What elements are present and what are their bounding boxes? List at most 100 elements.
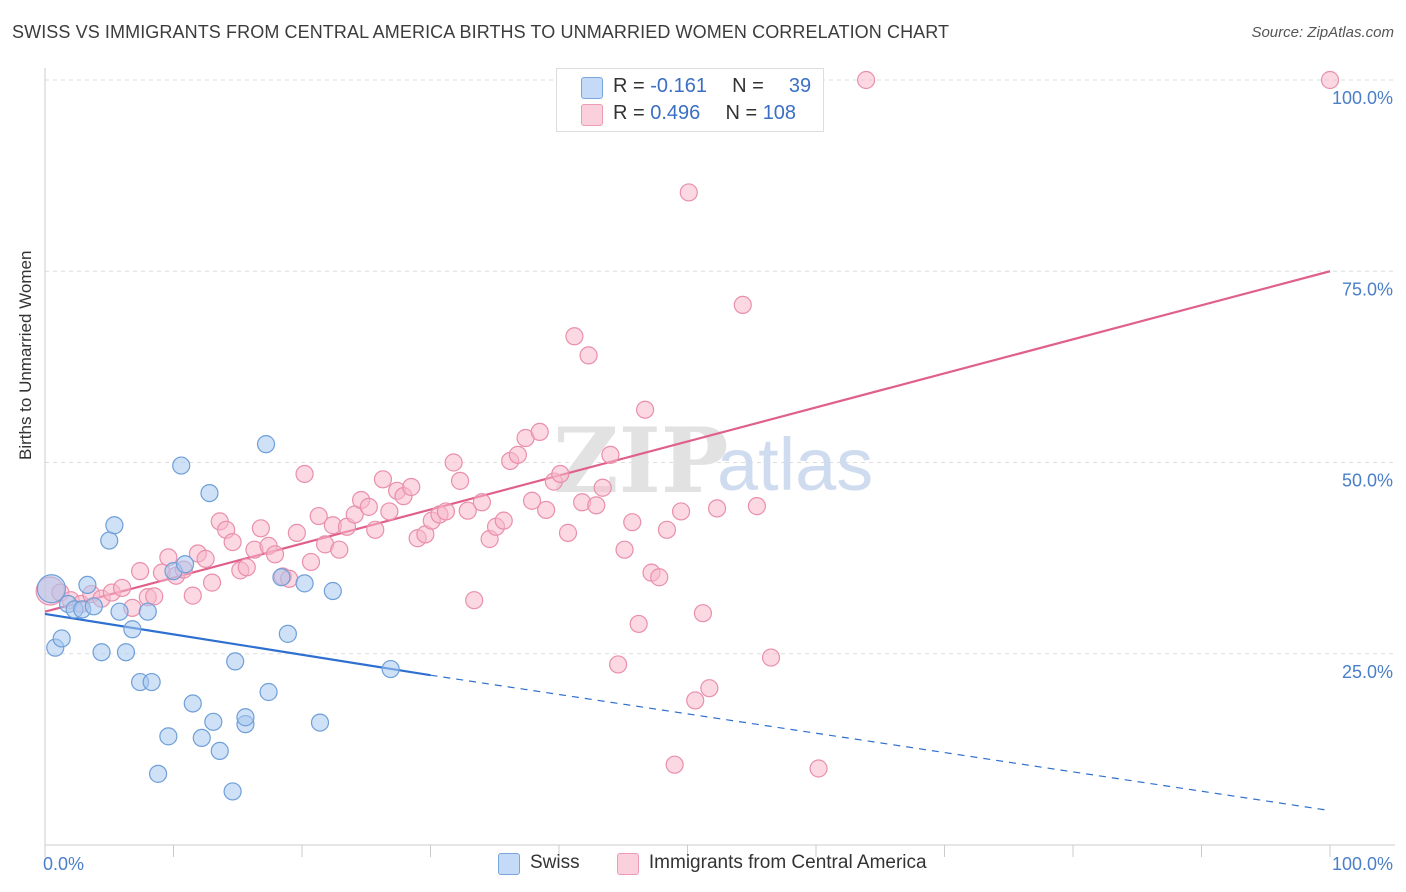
swiss-point xyxy=(381,659,400,679)
immigrants-point xyxy=(465,591,484,610)
tick-labels: 25.0% 50.0% 75.0% 100.0% 0.0% 100.0% xyxy=(43,88,1393,874)
y-tick-label: 75.0% xyxy=(1342,279,1393,299)
swiss-point xyxy=(192,728,211,748)
swiss-point xyxy=(310,713,330,732)
immigrants-point xyxy=(761,648,781,667)
immigrants-point xyxy=(671,502,691,521)
x-tick-label: 0.0% xyxy=(43,854,84,874)
y-axis-label: Births to Unmarried Women xyxy=(16,250,35,460)
swiss-point xyxy=(100,531,119,550)
immigrants-point xyxy=(130,562,150,581)
swiss-point xyxy=(105,516,124,535)
immigrants-point xyxy=(237,558,256,577)
swiss-point xyxy=(259,682,278,702)
swiss-point xyxy=(175,555,195,574)
swiss-point xyxy=(200,484,219,503)
immigrants-point xyxy=(494,511,513,530)
immigrants-point xyxy=(330,540,349,559)
immigrants-point xyxy=(551,464,570,484)
immigrants-n-value: 108 xyxy=(762,102,797,124)
swiss-r-value: -0.161 xyxy=(650,75,707,97)
x-tick-label: 100.0% xyxy=(1332,854,1393,874)
immigrants-point xyxy=(508,445,527,464)
swiss-point xyxy=(295,574,314,593)
immigrants-r-value: 0.496 xyxy=(650,102,701,124)
immigrants-point xyxy=(657,520,677,539)
swiss-point xyxy=(148,764,168,783)
immigrants-point xyxy=(223,532,242,552)
immigrants-point xyxy=(857,70,876,90)
immigrants-trend-line xyxy=(44,270,1331,613)
immigrants-point xyxy=(1320,70,1340,90)
immigrants-point xyxy=(587,496,606,515)
swiss-point xyxy=(84,597,103,616)
legend-item-swiss: Swiss xyxy=(498,852,580,875)
r-label: R = xyxy=(613,102,645,124)
swiss-n-value: 39 xyxy=(788,75,812,97)
n-label: N = xyxy=(732,75,764,97)
immigrants-point xyxy=(359,497,378,516)
swiss-point xyxy=(159,727,178,746)
immigrants-point xyxy=(609,655,628,674)
immigrants-point xyxy=(593,478,612,497)
immigrants-point xyxy=(295,464,314,484)
immigrants-point xyxy=(733,295,752,315)
y-tick-label: 50.0% xyxy=(1342,471,1393,491)
immigrants-point xyxy=(436,502,456,521)
swiss-point xyxy=(204,712,223,731)
immigrants-point xyxy=(112,578,132,598)
swiss-point xyxy=(256,435,276,454)
swiss-point xyxy=(36,574,67,604)
immigrants-point xyxy=(579,346,598,365)
swiss-point xyxy=(116,643,136,662)
immigrants-point xyxy=(747,497,766,516)
immigrants-point xyxy=(635,400,655,419)
swiss-legend-label: Swiss xyxy=(530,852,580,873)
y-tick-label: 25.0% xyxy=(1342,662,1393,682)
immigrants-point xyxy=(809,759,828,778)
series-legend: Swiss Immigrants from Central America xyxy=(498,852,959,875)
y-tick-label: 100.0% xyxy=(1332,88,1393,108)
swiss-point xyxy=(172,456,191,475)
swiss-point xyxy=(272,568,291,587)
immigrants-point xyxy=(380,502,399,521)
immigrants-point xyxy=(700,679,719,698)
swiss-legend-swatch xyxy=(498,853,520,875)
immigrants-point xyxy=(287,523,306,542)
immigrants-point xyxy=(444,453,463,472)
swiss-point xyxy=(183,694,202,713)
immigrants-point xyxy=(301,552,321,572)
chart-title: SWISS VS IMMIGRANTS FROM CENTRAL AMERICA… xyxy=(12,22,950,42)
swiss-point xyxy=(226,652,245,671)
immigrants-point xyxy=(309,506,328,526)
axes xyxy=(44,68,1395,857)
immigrants-point xyxy=(373,470,393,489)
legend-item-immigrants: Immigrants from Central America xyxy=(616,852,927,875)
immigrants-legend-swatch xyxy=(616,853,639,875)
immigrants-swatch xyxy=(581,104,603,126)
immigrants-point xyxy=(472,493,491,512)
swiss-point xyxy=(78,575,97,595)
immigrants-point xyxy=(679,183,698,202)
stats-legend: R = -0.161 N = 39 R = 0.496 N = 108 xyxy=(556,68,824,132)
immigrants-point xyxy=(693,604,713,623)
swiss-point xyxy=(278,624,297,643)
immigrants-point xyxy=(601,445,620,464)
immigrants-point xyxy=(565,327,584,346)
swiss-point xyxy=(223,782,242,801)
swiss-point xyxy=(138,602,157,621)
immigrants-legend-label: Immigrants from Central America xyxy=(648,852,927,873)
immigrants-point xyxy=(450,471,470,490)
immigrants-point xyxy=(537,500,556,520)
source-label: Source: ZipAtlas.com xyxy=(1251,24,1394,41)
swiss-points xyxy=(36,435,400,801)
swiss-point xyxy=(92,643,111,662)
immigrants-point xyxy=(183,586,202,605)
immigrants-point xyxy=(623,513,642,532)
swiss-point xyxy=(123,620,142,639)
immigrants-point xyxy=(558,523,578,542)
immigrants-point xyxy=(265,545,285,564)
swiss-point xyxy=(323,581,342,601)
